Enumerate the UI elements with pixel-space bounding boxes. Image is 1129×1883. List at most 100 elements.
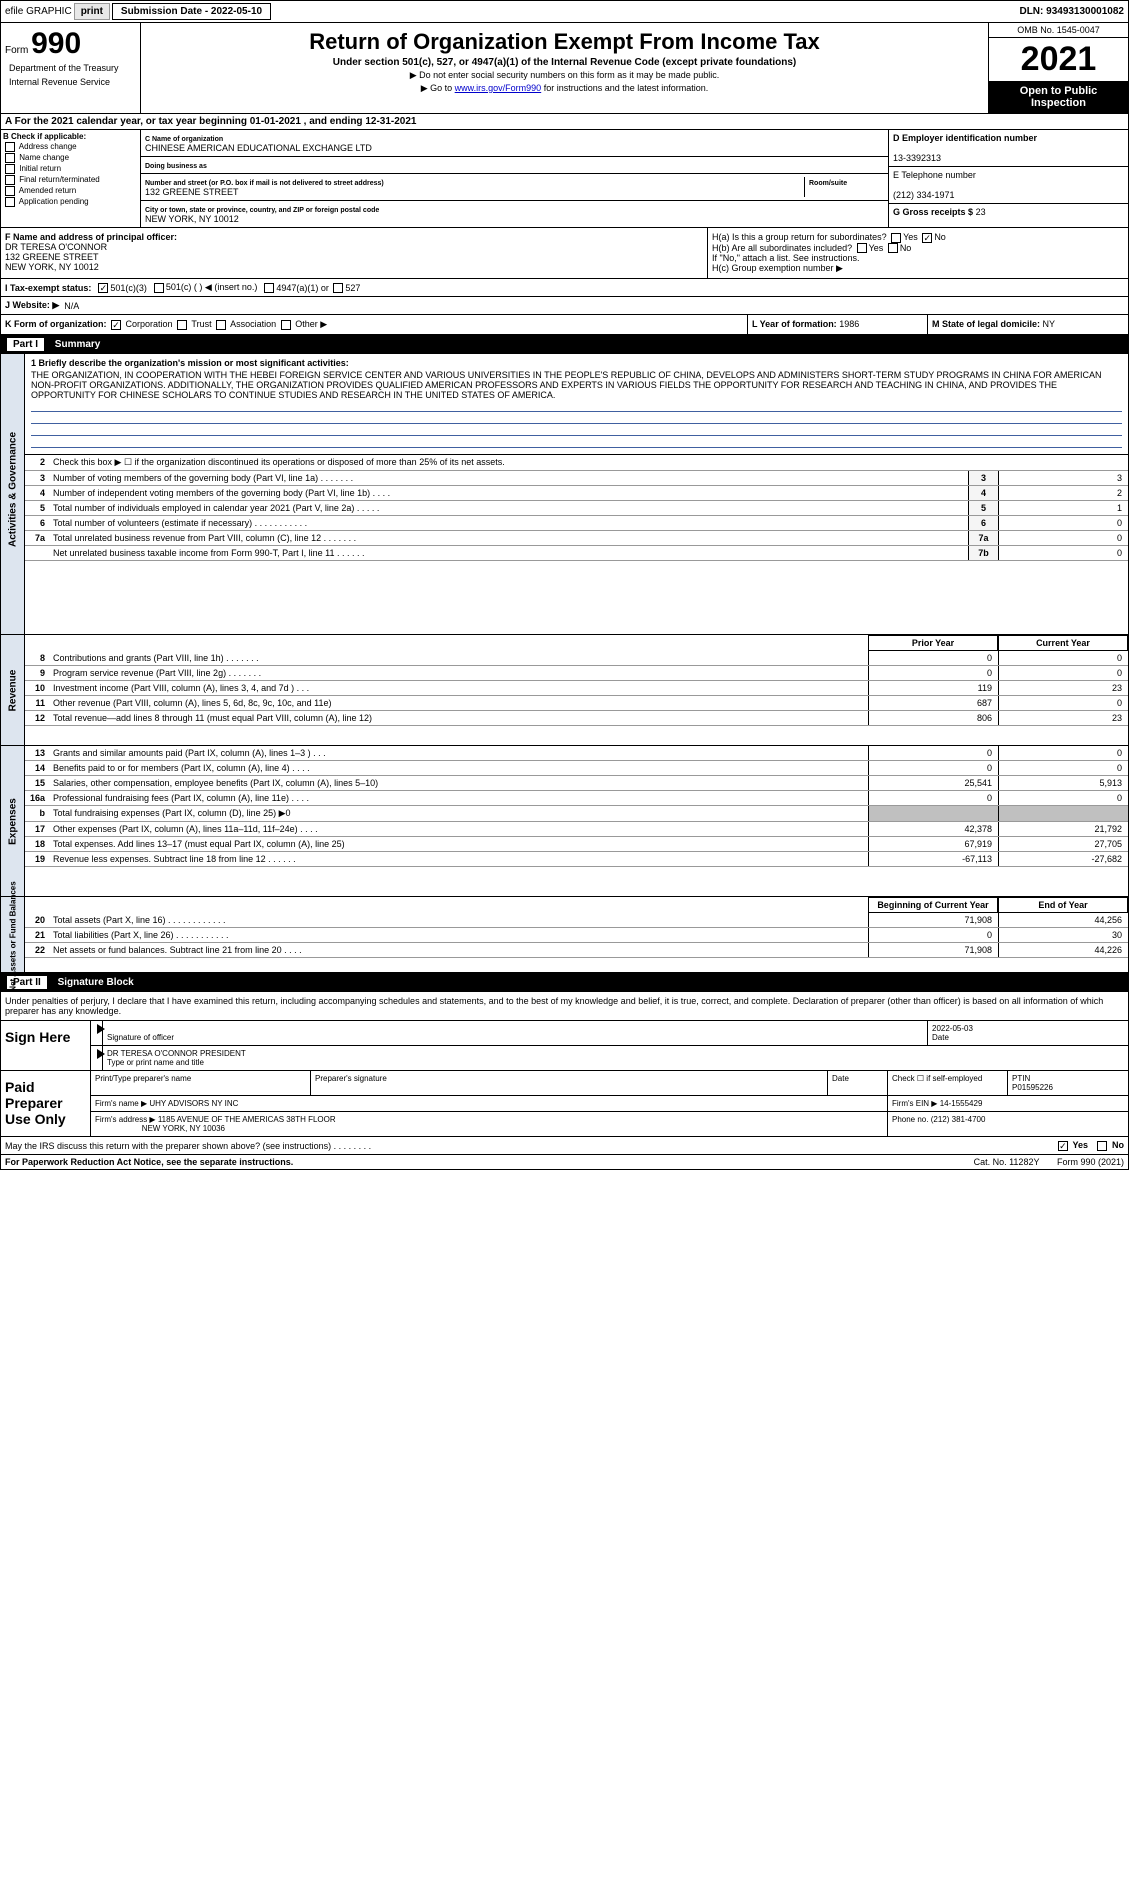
firm-addr-row: Firm's address ▶ 1185 AVENUE OF THE AMER… (91, 1112, 1128, 1136)
checkbox-icon[interactable] (5, 153, 15, 163)
chk-initial-return: Initial return (3, 164, 138, 174)
prior-year-value: 0 (868, 666, 998, 680)
line-box: 3 (968, 471, 998, 485)
firm-phone-cell: Phone no. (212) 381-4700 (888, 1112, 1128, 1136)
checkbox-icon[interactable] (264, 283, 274, 293)
checkbox-icon[interactable] (333, 283, 343, 293)
table-row: 3 Number of voting members of the govern… (25, 471, 1128, 486)
checkbox-icon[interactable] (5, 197, 15, 207)
revenue-section: Revenue Prior Year Current Year 8 Contri… (0, 635, 1129, 746)
checkbox-icon[interactable] (891, 233, 901, 243)
line-num: 17 (25, 822, 49, 836)
line-desc: Salaries, other compensation, employee b… (49, 776, 868, 790)
m-label: M State of legal domicile: (932, 319, 1040, 329)
line-num: 19 (25, 852, 49, 866)
mission-label: 1 Briefly describe the organization's mi… (31, 358, 349, 368)
checkbox-icon[interactable] (5, 142, 15, 152)
rev-header: Prior Year Current Year (25, 635, 1128, 651)
checkbox-icon[interactable] (5, 164, 15, 174)
line-num: 7a (25, 531, 49, 545)
m-value: NY (1043, 319, 1056, 329)
table-row: b Total fundraising expenses (Part IX, c… (25, 806, 1128, 822)
city-row: City or town, state or province, country… (141, 201, 888, 227)
opt-assoc: Association (230, 319, 276, 329)
checkbox-icon[interactable] (281, 320, 291, 330)
irs-link[interactable]: www.irs.gov/Form990 (455, 83, 542, 93)
table-row: 4 Number of independent voting members o… (25, 486, 1128, 501)
prep-sig-cell: Preparer's signature (311, 1071, 828, 1095)
sig-name-value: DR TERESA O'CONNOR PRESIDENT (107, 1049, 246, 1058)
checkbox-icon[interactable]: ✓ (111, 320, 121, 330)
goto-pre: ▶ Go to (421, 83, 455, 93)
line-num: 15 (25, 776, 49, 790)
prior-year-value: 0 (868, 761, 998, 775)
line-desc: Net assets or fund balances. Subtract li… (49, 943, 868, 957)
opt-trust: Trust (191, 319, 211, 329)
firm-city-value: NEW YORK, NY 10036 (142, 1124, 225, 1133)
gross-row: G Gross receipts $ 23 (889, 204, 1128, 220)
current-year-value: 0 (998, 651, 1128, 665)
no-label: No (934, 232, 946, 242)
ein-row: D Employer identification number13-33923… (889, 130, 1128, 167)
table-row: 11 Other revenue (Part VIII, column (A),… (25, 696, 1128, 711)
perjury-statement: Under penalties of perjury, I declare th… (0, 992, 1129, 1021)
current-year-value: -27,682 (998, 852, 1128, 866)
opt-corp: Corporation (126, 319, 173, 329)
paperwork-notice: For Paperwork Reduction Act Notice, see … (5, 1157, 293, 1167)
firm-ein-value: 14-1555429 (940, 1099, 983, 1108)
sig-name-cell: DR TERESA O'CONNOR PRESIDENTType or prin… (103, 1046, 1128, 1070)
col-b-header: B Check if applicable: (3, 132, 86, 141)
dept-treasury: Department of the Treasury (5, 61, 136, 75)
ein-value: 13-3392313 (893, 153, 941, 163)
checkbox-icon[interactable] (857, 243, 867, 253)
line-num: 22 (25, 943, 49, 957)
line-box: 7a (968, 531, 998, 545)
line-desc: Revenue less expenses. Subtract line 18 … (49, 852, 868, 866)
line-value: 3 (998, 471, 1128, 485)
firm-ein-label: Firm's EIN ▶ (892, 1099, 937, 1108)
checkbox-icon[interactable] (888, 243, 898, 253)
cat-no: Cat. No. 11282Y (974, 1157, 1040, 1167)
chk-label: Application pending (19, 197, 89, 206)
checkbox-icon[interactable] (154, 283, 164, 293)
checkbox-icon[interactable] (1097, 1141, 1107, 1151)
checkbox-icon[interactable]: ✓ (922, 233, 932, 243)
netassets-section: Net Assets or Fund Balances Beginning of… (0, 897, 1129, 973)
line-num: 8 (25, 651, 49, 665)
line-num: 13 (25, 746, 49, 760)
checkbox-icon[interactable] (177, 320, 187, 330)
website-value: N/A (64, 301, 79, 311)
table-row: 12 Total revenue—add lines 8 through 11 … (25, 711, 1128, 726)
prior-year-value (868, 806, 998, 821)
checkbox-icon[interactable]: ✓ (98, 283, 108, 293)
checkbox-icon[interactable] (216, 320, 226, 330)
table-row: 20 Total assets (Part X, line 16) . . . … (25, 913, 1128, 928)
column-d: D Employer identification number13-33923… (888, 130, 1128, 227)
table-row: Net unrelated business taxable income fr… (25, 546, 1128, 561)
form-title: Return of Organization Exempt From Incom… (147, 29, 982, 55)
org-name-row: C Name of organizationCHINESE AMERICAN E… (141, 130, 888, 157)
chk-name-change: Name change (3, 153, 138, 163)
table-row: 6 Total number of volunteers (estimate i… (25, 516, 1128, 531)
checkbox-icon[interactable]: ✓ (1058, 1141, 1068, 1151)
chk-label: Address change (19, 142, 77, 151)
sig-name-label: Type or print name and title (107, 1058, 204, 1067)
line-box: 4 (968, 486, 998, 500)
line-desc: Grants and similar amounts paid (Part IX… (49, 746, 868, 760)
line-desc: Benefits paid to or for members (Part IX… (49, 761, 868, 775)
current-year-value: 5,913 (998, 776, 1128, 790)
may-irs-row: May the IRS discuss this return with the… (0, 1137, 1129, 1155)
table-row: 13 Grants and similar amounts paid (Part… (25, 746, 1128, 761)
print-button[interactable]: print (74, 3, 110, 20)
line-num: 18 (25, 837, 49, 851)
chk-label: Initial return (19, 164, 61, 173)
current-year-value: 27,705 (998, 837, 1128, 851)
prior-year-value: 67,919 (868, 837, 998, 851)
checkbox-icon[interactable] (5, 186, 15, 196)
current-year-value (998, 806, 1128, 821)
net-body: Beginning of Current Year End of Year 20… (25, 897, 1128, 972)
form-number-cell: Form 990 Department of the Treasury Inte… (1, 23, 141, 113)
line-num (25, 546, 49, 560)
checkbox-icon[interactable] (5, 175, 15, 185)
dba-row: Doing business as (141, 157, 888, 174)
